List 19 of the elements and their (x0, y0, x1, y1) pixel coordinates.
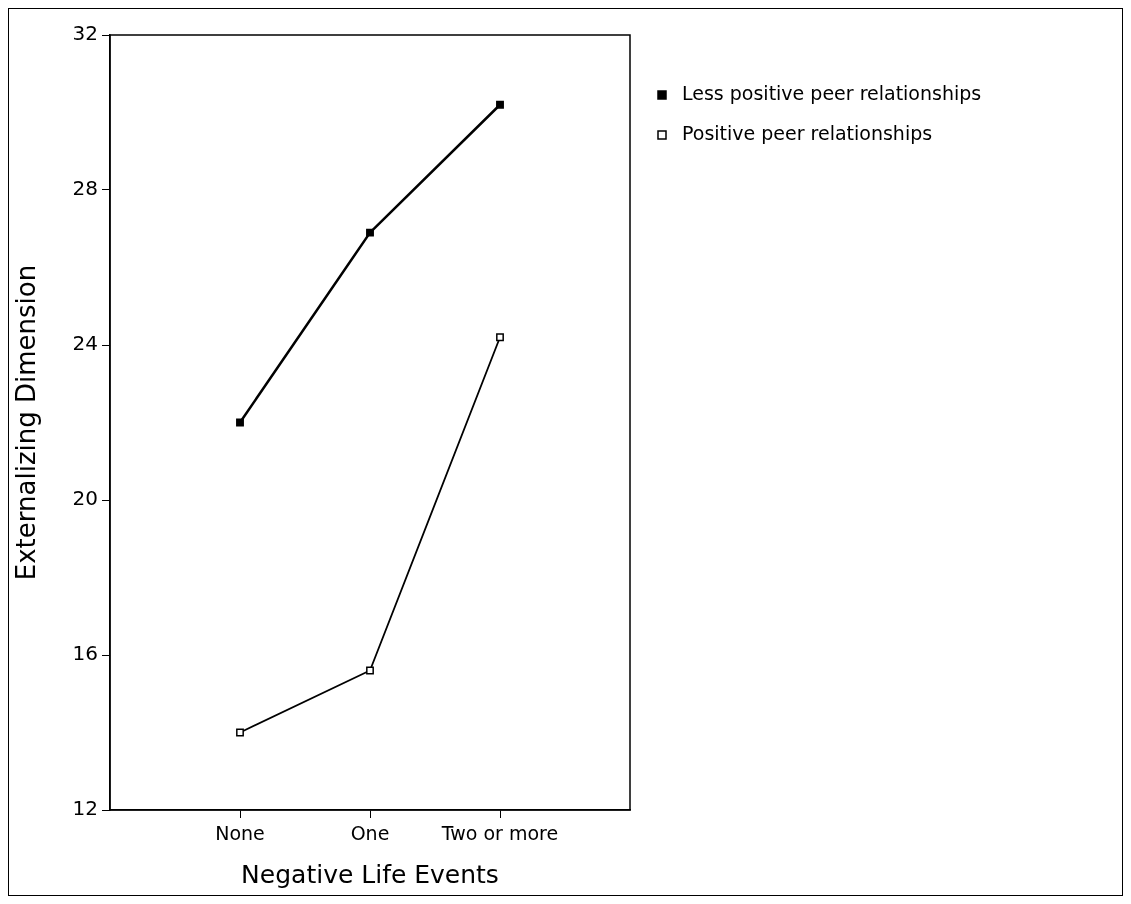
y-tick-label: 20 (72, 486, 98, 511)
x-tick-label: One (350, 822, 390, 845)
legend-label: Less positive peer relationships (682, 81, 982, 104)
point (496, 100, 504, 109)
point (366, 666, 374, 675)
point (236, 418, 244, 427)
x-axis-title: Negative Life Events (241, 859, 499, 889)
point (236, 728, 244, 737)
y-tick-label: 12 (72, 796, 98, 821)
y-tick-label: 28 (72, 176, 98, 201)
point (366, 228, 374, 237)
y-tick-label: 16 (72, 641, 98, 666)
y-axis-title: Externalizing Dimension (11, 264, 42, 581)
legend-label: Positive peer relationships (682, 121, 933, 144)
x-tick-label: Two or more (440, 822, 559, 845)
y-tick-label: 32 (72, 21, 98, 46)
y-tick-label: 24 (72, 331, 98, 356)
x-tick-label: None (215, 822, 265, 845)
point (496, 333, 504, 342)
